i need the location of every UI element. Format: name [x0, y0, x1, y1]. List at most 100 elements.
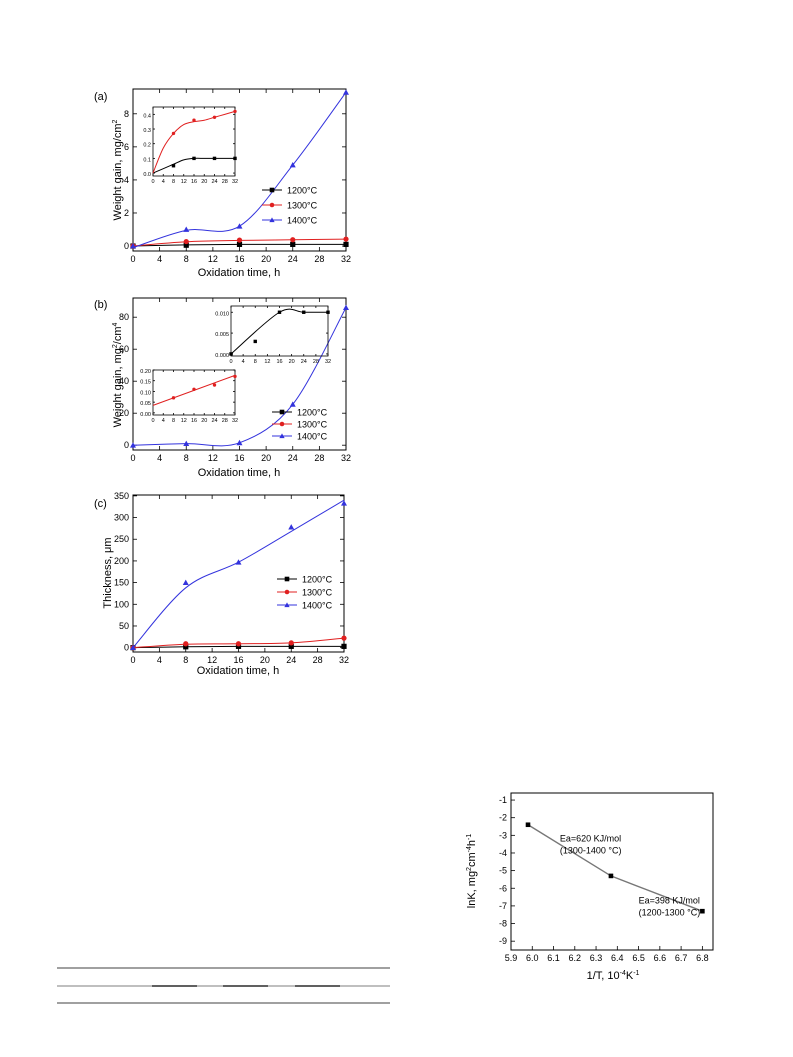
- y-tick-label: 0.05: [140, 401, 151, 407]
- annotation-text: (1200-1300 °C): [639, 907, 701, 917]
- data-point-triangle: [343, 304, 349, 310]
- data-point-triangle: [130, 644, 136, 651]
- data-point-circle: [192, 118, 196, 122]
- data-point-circle: [235, 641, 242, 647]
- x-tick-label: 24: [301, 359, 307, 365]
- data-point-triangle: [236, 223, 243, 229]
- y-tick-label: 0.10: [140, 390, 151, 396]
- y-tick-label: 0.005: [215, 332, 229, 338]
- x-tick-label: 20: [289, 359, 295, 365]
- data-point-triangle: [130, 442, 136, 448]
- x-tick-label: 24: [211, 179, 217, 185]
- y-tick-label: -6: [499, 883, 507, 893]
- y-tick-label: 80: [119, 312, 129, 322]
- data-point-square: [236, 241, 243, 247]
- x-tick-label: 0: [130, 655, 135, 665]
- x-tick-label: 6.4: [611, 953, 624, 963]
- x-tick-label: 20: [260, 655, 270, 665]
- x-tick-label: 6.0: [526, 953, 539, 963]
- x-axis-label: 1/T, 10-4K-1: [587, 970, 640, 982]
- data-point-square: [290, 241, 296, 247]
- y-tick-label: -7: [499, 901, 507, 911]
- data-point-square: [233, 156, 237, 161]
- x-tick-label: 4: [162, 179, 165, 185]
- y-tick-label: -4: [499, 848, 507, 858]
- y-tick-label: -1: [499, 795, 507, 805]
- data-point-triangle: [183, 440, 190, 446]
- data-point-square: [302, 310, 306, 314]
- x-tick-label: 8: [172, 179, 175, 185]
- y-tick-label: 40: [119, 376, 129, 386]
- data-point-square: [343, 241, 349, 247]
- data-point-square: [253, 339, 257, 344]
- x-tick-label: 6.8: [696, 953, 709, 963]
- x-tick-label: 12: [181, 179, 187, 185]
- y-tick-label: 0.000: [215, 353, 229, 359]
- y-tick-label: 2: [124, 208, 129, 218]
- x-tick-label: 12: [208, 453, 218, 463]
- y-tick-label: 20: [119, 408, 129, 418]
- x-tick-label: 24: [288, 254, 298, 264]
- y-axis-label: Weight gain, mg2/cm4: [112, 322, 124, 427]
- legend-label: 1300°C: [297, 419, 328, 429]
- y-tick-label: 0: [124, 440, 129, 450]
- x-tick-label: 32: [339, 655, 349, 665]
- x-tick-label: 8: [172, 418, 175, 424]
- legend-label: 1300°C: [287, 200, 318, 210]
- x-tick-label: 8: [254, 359, 257, 365]
- x-tick-label: 8: [183, 655, 188, 665]
- x-tick-label: 16: [234, 453, 244, 463]
- x-tick-label: 5.9: [505, 953, 518, 963]
- x-tick-label: 4: [157, 655, 162, 665]
- y-tick-label: 200: [114, 556, 129, 566]
- legend-label: 1400°C: [302, 600, 333, 610]
- x-tick-label: 28: [313, 359, 319, 365]
- panel-label: (a): [94, 91, 107, 103]
- x-tick-label: 32: [325, 359, 331, 365]
- x-tick-label: 28: [313, 655, 323, 665]
- data-point-circle: [341, 635, 347, 641]
- data-point-triangle: [235, 559, 242, 565]
- x-tick-label: 24: [211, 418, 217, 424]
- x-tick-label: 6.1: [547, 953, 560, 963]
- y-tick-label: -2: [499, 813, 507, 823]
- legend-label: 1400°C: [297, 431, 328, 441]
- y-tick-label: 0.4: [143, 113, 151, 119]
- x-tick-label: 24: [288, 453, 298, 463]
- x-tick-label: 28: [222, 418, 228, 424]
- x-tick-label: 32: [341, 254, 351, 264]
- y-axis-label: Weight gain, mg/cm2: [112, 119, 124, 220]
- x-tick-label: 0: [151, 418, 154, 424]
- x-tick-label: 32: [232, 179, 238, 185]
- annotation-text: Ea=620 KJ/mol: [560, 834, 621, 844]
- x-tick-label: 20: [261, 453, 271, 463]
- annotation-text: Ea=398 KJ/mol: [639, 895, 700, 905]
- y-tick-label: -8: [499, 919, 507, 929]
- data-point-triangle: [182, 579, 189, 585]
- x-tick-label: 12: [208, 254, 218, 264]
- x-tick-label: 8: [184, 254, 189, 264]
- x-tick-label: 20: [261, 254, 271, 264]
- x-tick-label: 6.3: [590, 953, 603, 963]
- data-point-circle: [290, 237, 296, 243]
- x-tick-label: 0: [151, 179, 154, 185]
- table-rules: [57, 967, 390, 1004]
- legend-label: 1200°C: [287, 185, 318, 195]
- y-tick-label: 60: [119, 344, 129, 354]
- data-point-circle: [212, 383, 217, 387]
- x-tick-label: 4: [157, 254, 162, 264]
- data-point-square: [183, 242, 189, 248]
- x-tick-label: 20: [201, 418, 207, 424]
- data-point-square: [288, 643, 294, 649]
- data-point-square: [235, 643, 242, 649]
- y-tick-label: 8: [124, 109, 129, 119]
- y-tick-label: -3: [499, 830, 507, 840]
- legend-label: 1200°C: [297, 407, 328, 417]
- panel-label: (c): [94, 498, 107, 510]
- legend-label: 1200°C: [302, 574, 333, 584]
- data-point-square: [284, 576, 290, 582]
- y-tick-label: -5: [499, 866, 507, 876]
